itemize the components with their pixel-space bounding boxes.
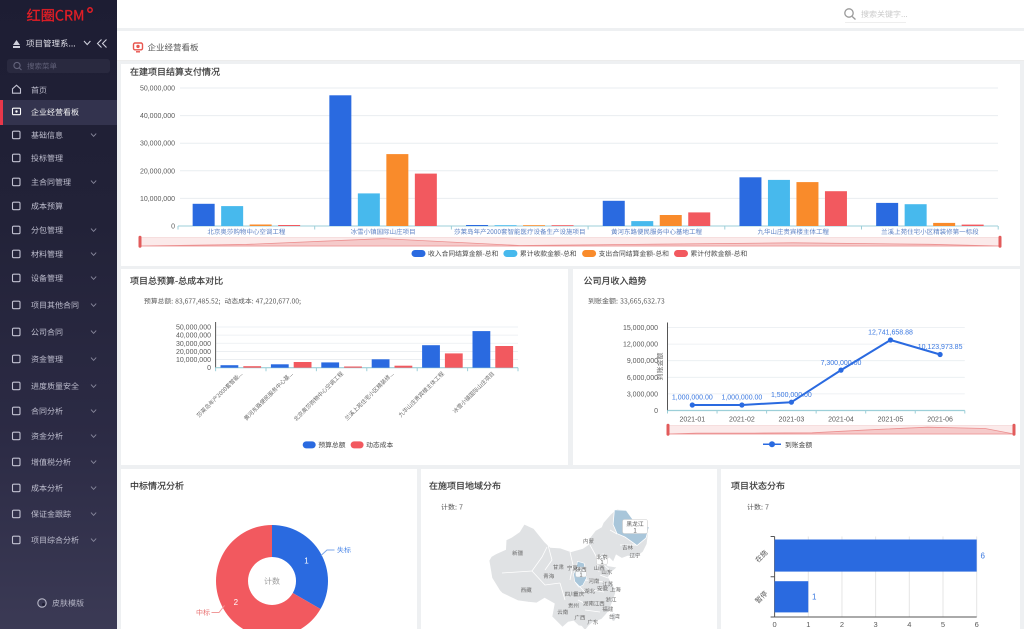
svg-text:30,000,000: 30,000,000 bbox=[176, 341, 211, 348]
svg-text:2: 2 bbox=[234, 598, 239, 607]
svg-text:40,000,000: 40,000,000 bbox=[176, 333, 211, 340]
svg-text:40,000,000: 40,000,000 bbox=[140, 113, 175, 120]
svg-text:12,000,000: 12,000,000 bbox=[623, 342, 658, 349]
svg-text:0: 0 bbox=[171, 224, 175, 231]
svg-text:0: 0 bbox=[207, 365, 211, 372]
svg-text:6,000,000: 6,000,000 bbox=[627, 375, 658, 382]
svg-text:0: 0 bbox=[773, 620, 777, 629]
svg-text:2021-01: 2021-01 bbox=[679, 417, 705, 424]
svg-text:1,000,000.00: 1,000,000.00 bbox=[672, 394, 713, 401]
svg-text:6: 6 bbox=[981, 552, 986, 561]
svg-text:1,500,000.00: 1,500,000.00 bbox=[771, 392, 812, 399]
svg-text:1: 1 bbox=[600, 560, 603, 566]
svg-text:5: 5 bbox=[941, 620, 945, 629]
svg-text:9,000,000: 9,000,000 bbox=[627, 358, 658, 365]
svg-text:1: 1 bbox=[633, 529, 637, 535]
svg-text:1: 1 bbox=[806, 620, 810, 629]
svg-text:3,000,000: 3,000,000 bbox=[627, 391, 658, 398]
svg-text:1,000,000.00: 1,000,000.00 bbox=[721, 394, 762, 401]
svg-text:0: 0 bbox=[654, 408, 658, 415]
svg-text:10,123,973.85: 10,123,973.85 bbox=[918, 344, 963, 351]
svg-text:1: 1 bbox=[579, 573, 582, 579]
svg-text:50,000,000: 50,000,000 bbox=[176, 325, 211, 332]
svg-text:2021-05: 2021-05 bbox=[878, 417, 904, 424]
svg-text:10,000,000: 10,000,000 bbox=[176, 357, 211, 364]
svg-text:2021-02: 2021-02 bbox=[729, 417, 755, 424]
svg-text:50,000,000: 50,000,000 bbox=[140, 86, 175, 93]
svg-text:12,741,658.88: 12,741,658.88 bbox=[868, 329, 913, 336]
svg-text:20,000,000: 20,000,000 bbox=[140, 168, 175, 175]
svg-text:4: 4 bbox=[907, 620, 911, 629]
svg-text:1: 1 bbox=[304, 557, 309, 566]
svg-text:30,000,000: 30,000,000 bbox=[140, 141, 175, 148]
svg-text:1: 1 bbox=[812, 593, 817, 602]
svg-text:2: 2 bbox=[840, 620, 844, 629]
svg-text:2021-03: 2021-03 bbox=[779, 417, 805, 424]
svg-text:20,000,000: 20,000,000 bbox=[176, 349, 211, 356]
svg-text:2021-06: 2021-06 bbox=[927, 417, 953, 424]
svg-text:15,000,000: 15,000,000 bbox=[623, 325, 658, 332]
svg-text:3: 3 bbox=[874, 620, 878, 629]
svg-text:2021-04: 2021-04 bbox=[828, 417, 854, 424]
svg-text:7,300,000.00: 7,300,000.00 bbox=[821, 360, 862, 367]
svg-text:10,000,000: 10,000,000 bbox=[140, 196, 175, 203]
svg-text:6: 6 bbox=[975, 620, 979, 629]
